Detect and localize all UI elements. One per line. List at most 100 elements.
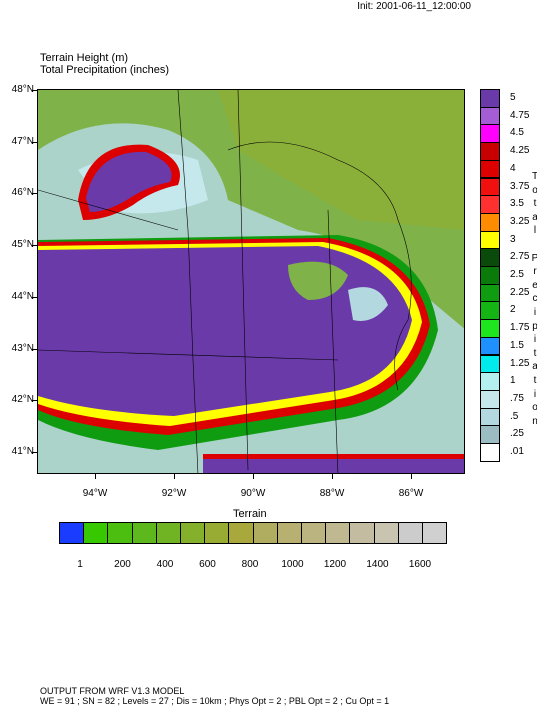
precip-gap-east2 [348,287,388,321]
lat-label-42: 42°N [11,394,34,405]
precip-legend-label: .75 [510,392,524,404]
terrain-fill-north [218,90,464,230]
terrain-legend-label: 1400 [366,559,389,570]
terrain-legend-swatch [204,522,230,544]
terrain-legend-label: 200 [114,559,131,570]
precip-legend-swatch [480,124,500,144]
terrain-legend-swatch [301,522,327,544]
lat-label-47: 47°N [11,136,34,147]
lon-label-86: 86°W [398,488,424,499]
map-panel [37,89,465,474]
terrain-legend-label: 1200 [323,559,347,570]
lon-label-90: 90°W [240,488,266,499]
precip-legend-label: .25 [510,428,524,440]
terrain-legend-label: 1000 [281,559,304,570]
precip-legend-label: 3.25 [510,215,530,227]
precip-legend-label: 1 [510,375,516,387]
lat-tick [32,193,37,194]
precip-legend-label: 4.25 [510,145,530,157]
lat-tick [32,297,37,298]
precipitation-map [38,90,464,473]
lon-tick [411,474,412,479]
terrain-legend-swatch [228,522,254,544]
precip-legend-swatch [480,230,500,250]
precip-legend-label: .01 [510,446,524,457]
precip-legend-label: 3.75 [510,180,530,192]
lon-label-92: 92°W [161,488,187,499]
precip-legend-swatch [480,336,500,356]
precip-legend-label: 2.5 [510,269,524,280]
precip-south-edge [203,454,464,459]
precip-legend-swatch [480,389,500,409]
terrain-legend-label: 600 [199,559,216,570]
terrain-legend-swatch [155,522,181,544]
precip-legend-swatch [480,425,500,444]
precip-north-max [86,151,172,212]
lon-label-94: 94°W [82,488,108,499]
precip-legend-swatch [480,159,500,179]
precip-south-strip [203,458,464,473]
terrain-legend-title: Terrain [233,508,267,520]
footer-model-label: OUTPUT FROM WRF V1.3 MODEL [40,686,185,696]
precip-legend-label: 2 [510,304,516,316]
lat-tick [32,452,37,453]
precip-legend-swatch [480,195,500,214]
lat-label-45: 45°N [11,239,34,250]
map-boundaries [38,90,412,473]
precip-legend-label: 2.75 [510,251,530,263]
precip-legend-label: 1.5 [510,339,524,351]
terrain-legend-swatch [252,522,278,544]
precip-legend-label: 3 [510,233,516,245]
footer-model-params: WE = 91 ; SN = 82 ; Levels = 27 ; Dis = … [40,696,390,706]
precip-legend-swatch [480,212,500,232]
terrain-legend-swatch [83,522,109,544]
plot-title-terrain: Terrain Height (m) [40,52,129,64]
precip-legend-label: 1.25 [510,357,530,369]
lon-tick [253,474,254,479]
precip-legend-swatch [480,301,500,321]
terrain-legend-label: 1600 [408,559,432,570]
lat-tick [32,90,37,91]
precip-legend-swatch [480,177,500,197]
terrain-legend-swatch [325,522,351,544]
lat-label-46: 46°N [11,187,34,198]
terrain-legend-label: 400 [156,559,174,570]
terrain-legend-swatch [180,522,206,544]
precip-legend-label: 3.5 [510,198,524,210]
terrain-legend-swatch [107,522,133,544]
terrain-legend-label: 1 [77,559,83,570]
precip-legend-swatch [480,106,500,126]
precip-legend-swatch [480,248,500,267]
terrain-legend-swatch [373,522,399,544]
lon-label-88: 88°W [319,488,345,499]
lat-label-43: 43°N [11,343,34,354]
lon-tick [332,474,333,479]
precip-legend-swatch [480,354,500,374]
terrain-legend-label: 800 [241,559,259,570]
lon-tick [174,474,175,479]
precip-legend-label: 4 [510,162,516,174]
terrain-legend-swatch [131,522,157,544]
init-time-label: Init: 2001-06-11_12:00:00 [357,1,471,12]
precip-legend-label: .5 [510,410,519,422]
precip-legend-swatch [480,443,500,462]
precip-legend-label: 2.25 [510,286,530,298]
precip-legend-swatch [480,266,500,285]
terrain-legend-swatch [276,522,302,544]
terrain-legend-swatch [59,522,85,544]
lat-label-41: 41°N [11,446,34,457]
terrain-legend-swatch [349,522,375,544]
terrain-legend-swatch [397,522,423,544]
lat-label-48: 48°N [11,84,34,95]
precip-legend-label: 4.75 [510,109,530,121]
lon-tick [95,474,96,479]
plot-title-precip: Total Precipitation (inches) [40,64,170,76]
precip-legend-swatch [480,407,500,427]
precip-legend-swatch [480,89,500,108]
terrain-legend-swatch [422,522,448,544]
precip-legend-swatch [480,142,500,161]
lat-label-44: 44°N [11,291,34,302]
precip-legend-label: 5 [510,92,516,103]
precip-legend-label: 4.5 [510,127,524,139]
lat-tick [32,245,37,246]
